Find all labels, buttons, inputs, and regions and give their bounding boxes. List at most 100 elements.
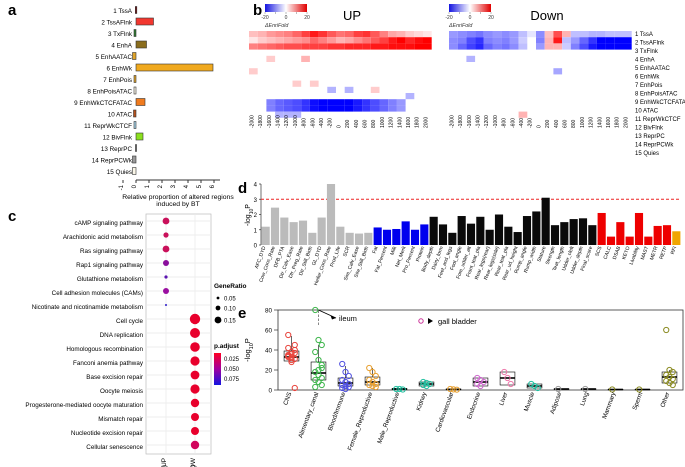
svg-text:10 ATAC: 10 ATAC xyxy=(635,109,659,115)
svg-text:5 EnhAATAC: 5 EnhAATAC xyxy=(635,66,670,72)
svg-text:Cardiovascular: Cardiovascular xyxy=(434,391,455,433)
svg-text:3: 3 xyxy=(171,184,177,188)
svg-text:1200: 1200 xyxy=(589,117,595,128)
svg-text:1: 1 xyxy=(145,184,151,188)
svg-text:Rap1 signaling pathway: Rap1 signaling pathway xyxy=(76,262,144,269)
svg-text:8 EnhPoisATAC: 8 EnhPoisATAC xyxy=(87,89,132,96)
svg-text:400: 400 xyxy=(354,119,360,128)
svg-text:-20: -20 xyxy=(261,15,268,21)
svg-text:4 EnhA: 4 EnhA xyxy=(111,43,132,50)
svg-text:1800: 1800 xyxy=(415,117,421,128)
svg-text:4: 4 xyxy=(184,184,190,188)
svg-text:Alimentary_canal: Alimentary_canal xyxy=(297,391,320,439)
svg-text:Sperm: Sperm xyxy=(631,391,644,411)
svg-text:3 TxFlnk: 3 TxFlnk xyxy=(108,31,133,38)
svg-text:Down: Down xyxy=(530,8,563,23)
svg-text:1400: 1400 xyxy=(597,117,603,128)
svg-text:-200: -200 xyxy=(328,118,334,128)
svg-text:Relative proportion of altered: Relative proportion of altered regions xyxy=(122,194,234,201)
svg-text:5 EnhAATAC: 5 EnhAATAC xyxy=(95,54,132,61)
svg-text:1 TssA: 1 TssA xyxy=(113,8,133,15)
svg-text:1600: 1600 xyxy=(406,117,412,128)
svg-text:9 EnhWkCTCFATAC: 9 EnhWkCTCFATAC xyxy=(635,100,685,106)
svg-text:800: 800 xyxy=(571,119,577,128)
svg-text:600: 600 xyxy=(562,119,568,128)
svg-text:-1800: -1800 xyxy=(458,115,464,128)
svg-text:0: 0 xyxy=(268,388,272,395)
svg-text:Arachidonic acid metabolism: Arachidonic acid metabolism xyxy=(63,234,143,241)
svg-text:Kidney: Kidney xyxy=(415,391,428,412)
svg-text:6 EnhWk: 6 EnhWk xyxy=(106,66,132,73)
svg-text:Endocrine: Endocrine xyxy=(466,391,482,421)
svg-text:0: 0 xyxy=(469,15,472,21)
svg-text:Female_Reproductive: Female_Reproductive xyxy=(347,391,375,452)
svg-text:10 ATAC: 10 ATAC xyxy=(108,112,133,119)
svg-text:-600: -600 xyxy=(510,118,516,128)
svg-text:Mammary: Mammary xyxy=(601,391,617,420)
svg-text:2 TssAFlnk: 2 TssAFlnk xyxy=(101,20,133,27)
svg-text:-1600: -1600 xyxy=(267,115,273,128)
svg-text:-2000: -2000 xyxy=(249,115,255,128)
svg-text:12 BivFlnk: 12 BivFlnk xyxy=(635,126,664,132)
svg-text:-1600: -1600 xyxy=(467,115,473,128)
svg-text:SCS: SCS xyxy=(594,245,603,257)
svg-text:7 EnhPois: 7 EnhPois xyxy=(635,83,662,89)
svg-text:Other: Other xyxy=(659,391,671,408)
svg-text:15 Quies: 15 Quies xyxy=(635,151,659,157)
svg-text:ΔEnriFold: ΔEnriFold xyxy=(264,23,289,29)
svg-text:DNA replication: DNA replication xyxy=(100,332,144,339)
svg-text:Cell cycle: Cell cycle xyxy=(116,318,143,325)
svg-text:9 EnhWkCTCFATAC: 9 EnhWkCTCFATAC xyxy=(74,100,132,107)
svg-text:Liver: Liver xyxy=(498,391,509,406)
svg-text:200: 200 xyxy=(545,119,551,128)
svg-text:Ras signaling pathway: Ras signaling pathway xyxy=(80,248,144,255)
svg-text:0: 0 xyxy=(536,125,542,128)
svg-text:13 ReprPC: 13 ReprPC xyxy=(101,146,133,153)
svg-text:4 EnhA: 4 EnhA xyxy=(635,58,655,64)
svg-text:-1200: -1200 xyxy=(484,115,490,128)
svg-text:1000: 1000 xyxy=(580,117,586,128)
svg-text:-800: -800 xyxy=(502,118,508,128)
svg-text:1600: 1600 xyxy=(606,117,612,128)
svg-text:15 Quies: 15 Quies xyxy=(107,169,132,176)
svg-text:11 ReprWkCTCF: 11 ReprWkCTCF xyxy=(84,123,132,130)
svg-text:-400: -400 xyxy=(319,118,325,128)
svg-text:-1200: -1200 xyxy=(284,115,290,128)
svg-text:Cellular senescence: Cellular senescence xyxy=(86,444,143,451)
svg-text:Lung: Lung xyxy=(579,391,591,407)
svg-text:0: 0 xyxy=(336,125,342,128)
svg-text:ΔEnriFold: ΔEnriFold xyxy=(448,23,473,29)
svg-text:3 TxFlnk: 3 TxFlnk xyxy=(635,49,659,55)
svg-text:5: 5 xyxy=(197,184,203,188)
svg-text:11 ReprWkCTCF: 11 ReprWkCTCF xyxy=(635,117,681,123)
svg-text:-200: -200 xyxy=(528,118,534,128)
svg-text:SCR: SCR xyxy=(342,245,351,257)
svg-text:0: 0 xyxy=(285,15,288,21)
svg-text:-log10P: -log10P xyxy=(243,338,255,362)
svg-text:20: 20 xyxy=(265,368,273,375)
svg-text:2000: 2000 xyxy=(623,117,629,128)
svg-text:Male_Reproductive: Male_Reproductive xyxy=(376,391,401,445)
svg-text:2000: 2000 xyxy=(423,117,429,128)
svg-text:14 ReprPCWk: 14 ReprPCWk xyxy=(635,143,674,149)
svg-text:Muscle: Muscle xyxy=(523,391,537,413)
svg-text:800: 800 xyxy=(371,119,377,128)
svg-text:14 ReprPCWk: 14 ReprPCWk xyxy=(92,158,133,165)
svg-text:-1000: -1000 xyxy=(293,115,299,128)
svg-text:-1: -1 xyxy=(119,184,125,190)
svg-text:-400: -400 xyxy=(519,118,525,128)
svg-text:Fat: Fat xyxy=(371,245,379,254)
svg-text:RETP: RETP xyxy=(659,245,669,260)
svg-text:Nucleotide excision repair: Nucleotide excision repair xyxy=(71,430,143,437)
svg-text:6 EnhWk: 6 EnhWk xyxy=(635,75,660,81)
svg-text:p.adjust: p.adjust xyxy=(214,343,240,350)
svg-text:2: 2 xyxy=(158,184,164,188)
svg-text:-2000: -2000 xyxy=(449,115,455,128)
svg-text:induced by BT: induced by BT xyxy=(156,201,199,208)
svg-text:UP: UP xyxy=(343,8,361,23)
svg-text:1200: 1200 xyxy=(389,117,395,128)
svg-text:Mismatch repair: Mismatch repair xyxy=(98,416,143,423)
svg-text:0: 0 xyxy=(254,244,258,250)
svg-text:80: 80 xyxy=(265,308,273,315)
svg-text:600: 600 xyxy=(362,119,368,128)
